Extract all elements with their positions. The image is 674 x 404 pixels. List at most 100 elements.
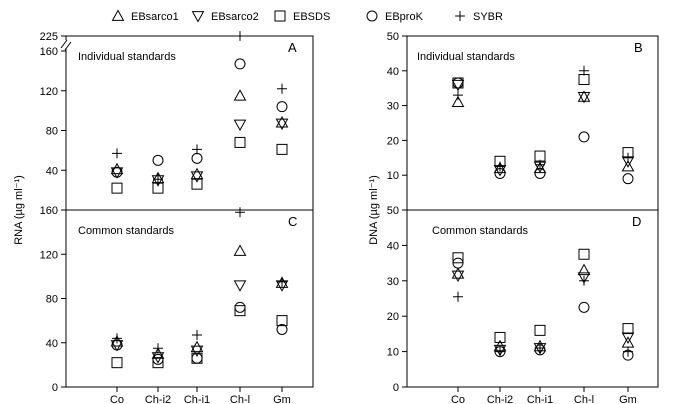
- point-sybr-ch-i1: [192, 144, 202, 155]
- point-ebprok-ch-l: [578, 131, 590, 143]
- legend-label: SYBR: [473, 11, 503, 23]
- point-ebsarco1-co: [110, 162, 124, 175]
- y-tick-label: 40: [387, 66, 399, 78]
- point-ebsds-co: [111, 357, 123, 369]
- point-ebsarco1-gm: [275, 116, 289, 128]
- x-tick-label: Gm: [273, 394, 291, 404]
- y-tick-label: 30: [387, 101, 399, 113]
- point-sybr-ch-l: [235, 31, 245, 41]
- point-ebsarco1-ch-i1: [190, 340, 204, 353]
- panel-frame: [406, 209, 659, 388]
- point-ebprok-gm: [276, 323, 288, 335]
- point-sybr-ch-i2: [495, 346, 505, 357]
- point-ebsds-ch-i1: [534, 150, 546, 162]
- point-ebsds-ch-i1: [534, 324, 546, 336]
- legend-label: EBsarco2: [211, 11, 259, 23]
- legend-label: EBproK: [385, 11, 424, 23]
- point-ebsds-ch-l: [234, 305, 246, 317]
- chart-legend: EBsarco1 EBsarco2 EBSDS EBproK SYBR: [111, 9, 503, 23]
- y-tick-label: 10: [387, 170, 399, 182]
- point-ebprok-co: [452, 77, 464, 89]
- x-tick-label: Ch-i1: [527, 394, 553, 404]
- point-sybr-ch-l: [579, 65, 589, 76]
- point-sybr-ch-i2: [153, 343, 163, 354]
- point-ebsarco2-gm: [621, 332, 635, 344]
- point-ebsarco2-ch-l: [233, 280, 247, 292]
- point-ebsds-ch-i2: [494, 331, 506, 343]
- point-ebprok-ch-i1: [191, 352, 203, 364]
- panel-letter: B: [634, 40, 643, 55]
- x-tick-label: Gm: [619, 394, 637, 404]
- point-ebprok-gm: [622, 173, 634, 185]
- panel-letter: C: [288, 214, 297, 229]
- legend-marker-ebprok: [366, 10, 378, 22]
- point-ebsarco2-gm: [275, 118, 289, 131]
- point-ebsarco2-co: [451, 270, 465, 283]
- y-tick-label: 225: [40, 31, 58, 43]
- point-ebsarco2-ch-i2: [493, 344, 507, 357]
- y-tick-label: 30: [387, 276, 399, 288]
- legend-item-ebprok: EBproK: [366, 10, 424, 23]
- point-ebsds-ch-i2: [152, 182, 164, 194]
- point-ebsds-gm: [622, 323, 634, 335]
- point-ebsarco1-ch-l: [577, 263, 591, 276]
- point-ebsds-ch-l: [578, 248, 590, 260]
- point-ebsarco1-ch-i2: [493, 161, 507, 174]
- point-ebsarco1-ch-l: [577, 90, 591, 102]
- point-ebsds-ch-l: [578, 74, 590, 85]
- point-ebsarco1-ch-l: [233, 89, 247, 101]
- panel-b: 10 20 30 40 50 B Individual standards: [387, 31, 659, 211]
- point-ebprok-ch-l: [234, 301, 246, 313]
- x-tick-label: Co: [451, 394, 465, 404]
- x-tick-label: Ch-i2: [487, 394, 513, 404]
- point-ebsds-gm: [276, 315, 288, 327]
- point-ebsarco1-gm: [621, 159, 635, 172]
- y-tick-label: 20: [387, 311, 399, 323]
- x-tick-label: Ch-i2: [145, 394, 171, 404]
- point-ebsarco2-co: [451, 79, 465, 92]
- y-tick-label: 40: [387, 240, 399, 252]
- point-ebsarco1-co: [451, 95, 465, 108]
- point-ebsarco2-ch-l: [577, 92, 591, 104]
- y-axis-title-rna: RNA (µg ml⁻¹): [13, 175, 25, 245]
- point-ebprok-co: [111, 166, 123, 178]
- axis-break-gap: [62, 40, 70, 48]
- point-sybr-gm: [623, 152, 633, 163]
- point-ebsarco1-ch-l: [233, 244, 247, 256]
- point-ebsds-ch-l: [234, 136, 246, 148]
- point-sybr-ch-l: [235, 207, 245, 218]
- point-sybr-ch-l: [579, 275, 589, 286]
- point-ebsarco2-ch-l: [233, 119, 247, 132]
- point-ebsarco2-co: [110, 167, 124, 179]
- point-sybr-co: [453, 291, 463, 302]
- point-ebsarco1-ch-i2: [151, 347, 165, 359]
- panel-a: 40 80 120 160 225 A Individual standards: [40, 31, 314, 211]
- legend-label: EBSDS: [293, 11, 330, 23]
- y-axis-title-dna: DNA (µg ml⁻¹): [368, 175, 380, 245]
- y-tick-label: 160: [40, 205, 58, 217]
- panel-d: 0 10 20 30 40 50 Co Ch-i2 Ch-i1 Ch-l Gm D Common sta…: [387, 205, 659, 404]
- panel-c: 0 40 80 120 160 Co Ch-i2 Ch-i1 Ch-l Gm C Common sta…: [40, 205, 314, 404]
- x-tick-label: Co: [110, 394, 124, 404]
- axis-break-slash: [60, 39, 68, 49]
- y-tick-label: 40: [46, 165, 58, 177]
- point-sybr-gm: [277, 83, 287, 94]
- point-sybr-ch-i2: [153, 174, 163, 185]
- point-ebsarco2-ch-i1: [190, 171, 204, 183]
- panel-letter: D: [632, 214, 641, 229]
- legend-item-ebsarco2: EBsarco2: [191, 11, 259, 23]
- axis-break-slash: [64, 41, 72, 51]
- point-ebprok-ch-i1: [191, 152, 203, 164]
- point-ebprok-ch-l: [234, 58, 246, 70]
- y-tick-label: 50: [387, 205, 399, 217]
- point-ebprok-gm: [276, 101, 288, 113]
- point-ebprok-ch-i1: [534, 167, 546, 179]
- panel-title: Common standards: [78, 225, 174, 237]
- x-tick-label: Ch-l: [230, 394, 250, 404]
- legend-item-sybr: SYBR: [455, 11, 503, 23]
- point-ebsds-co: [111, 182, 123, 194]
- point-ebprok-ch-i2: [152, 353, 164, 365]
- panel-title: Common standards: [432, 225, 528, 237]
- point-sybr-ch-i2: [495, 161, 505, 172]
